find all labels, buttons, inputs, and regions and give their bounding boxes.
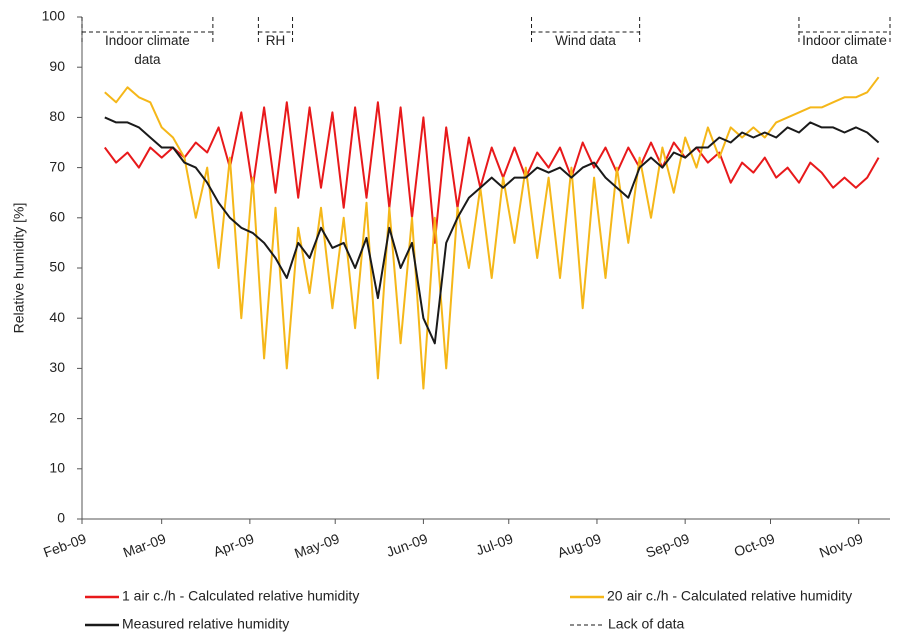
x-tick-label: Jul-09 bbox=[474, 530, 516, 558]
x-tick-label: May-09 bbox=[292, 530, 342, 561]
y-tick-label: 50 bbox=[49, 259, 65, 275]
legend-label: 1 air c./h - Calculated relative humidit… bbox=[122, 588, 359, 604]
y-tick-label: 60 bbox=[49, 209, 65, 225]
x-tick-label: Apr-09 bbox=[211, 530, 256, 559]
legend-label: Lack of data bbox=[608, 616, 684, 632]
y-tick-label: 90 bbox=[49, 58, 65, 74]
series-line bbox=[103, 101, 880, 244]
missing-data-label: Indoor climate data bbox=[105, 33, 190, 67]
x-tick-label: Feb-09 bbox=[41, 530, 88, 560]
y-tick-label: 80 bbox=[49, 108, 65, 124]
y-axis-label: Relative humidity [%] bbox=[11, 203, 27, 334]
x-tick-label: Sep-09 bbox=[644, 530, 692, 561]
y-tick-label: 10 bbox=[49, 460, 65, 476]
y-tick-label: 30 bbox=[49, 359, 65, 375]
x-tick-label: Mar-09 bbox=[121, 530, 168, 560]
y-tick-label: 70 bbox=[49, 158, 65, 174]
x-tick-label: Aug-09 bbox=[555, 530, 603, 561]
y-tick-label: 100 bbox=[42, 8, 66, 24]
x-tick-label: Nov-09 bbox=[817, 530, 865, 561]
missing-data-label: RH bbox=[265, 33, 286, 48]
y-tick-label: 40 bbox=[49, 309, 65, 325]
series-line bbox=[104, 116, 880, 345]
x-tick-label: Oct-09 bbox=[732, 530, 777, 559]
series-line bbox=[104, 76, 880, 390]
y-tick-label: 20 bbox=[49, 409, 65, 425]
x-tick-label: Jun-09 bbox=[384, 530, 430, 560]
missing-data-label: Wind data bbox=[555, 33, 616, 48]
missing-data-label: Indoor climate data bbox=[802, 33, 887, 67]
legend-label: Measured relative humidity bbox=[122, 616, 289, 632]
y-tick-label: 0 bbox=[57, 510, 65, 526]
legend-label: 20 air c./h - Calculated relative humidi… bbox=[607, 588, 852, 604]
